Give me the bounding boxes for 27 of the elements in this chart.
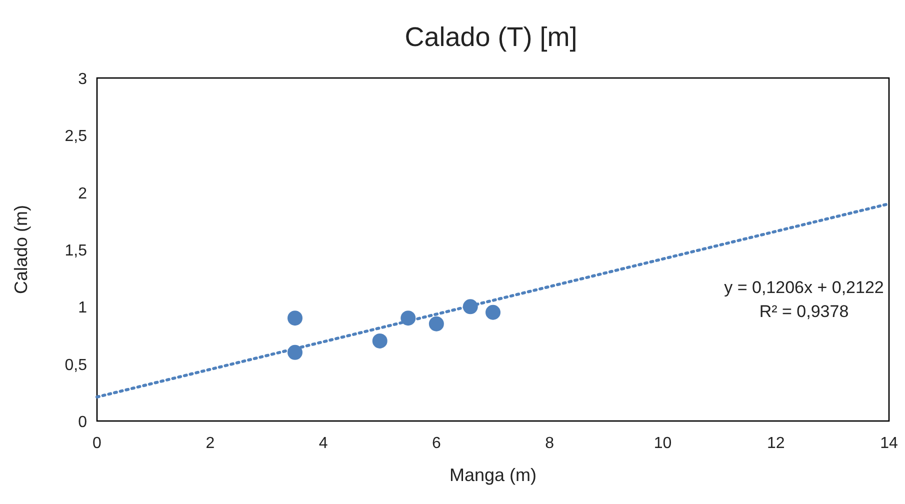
point	[486, 304, 500, 320]
y-tick-label: 0,5	[64, 356, 88, 374]
x-tick-label: 12	[766, 435, 785, 452]
y-tick-label: 2,5	[64, 128, 88, 146]
y-tick-label: 1,5	[64, 242, 88, 260]
y-tick-label: 1	[78, 300, 88, 317]
y-tick-label: 0	[78, 414, 88, 431]
x-tick-label: 14	[880, 435, 898, 452]
x-tick-label: 2	[206, 435, 215, 452]
point	[372, 333, 388, 348]
point	[462, 299, 478, 314]
annotation: R² = 0,9378	[759, 302, 849, 321]
y-tick-label: 2	[78, 185, 88, 202]
x-tick-label: 10	[654, 435, 672, 452]
point	[428, 316, 444, 332]
point	[288, 310, 302, 326]
x-axis-title: Manga (m)	[449, 465, 537, 485]
point	[400, 310, 416, 326]
x-tick-label: 8	[545, 435, 554, 452]
x-tick-label: 6	[432, 435, 441, 452]
x-tick-label: 4	[318, 435, 328, 452]
annotation: y = 0,1206x + 0,2122	[724, 278, 884, 297]
chart-title: Calado (T) [m]	[404, 22, 578, 52]
y-tick-label: 3	[78, 71, 88, 88]
point	[288, 344, 302, 360]
y-axis-title: Calado (m)	[11, 204, 31, 294]
x-tick-label: 0	[92, 435, 102, 452]
